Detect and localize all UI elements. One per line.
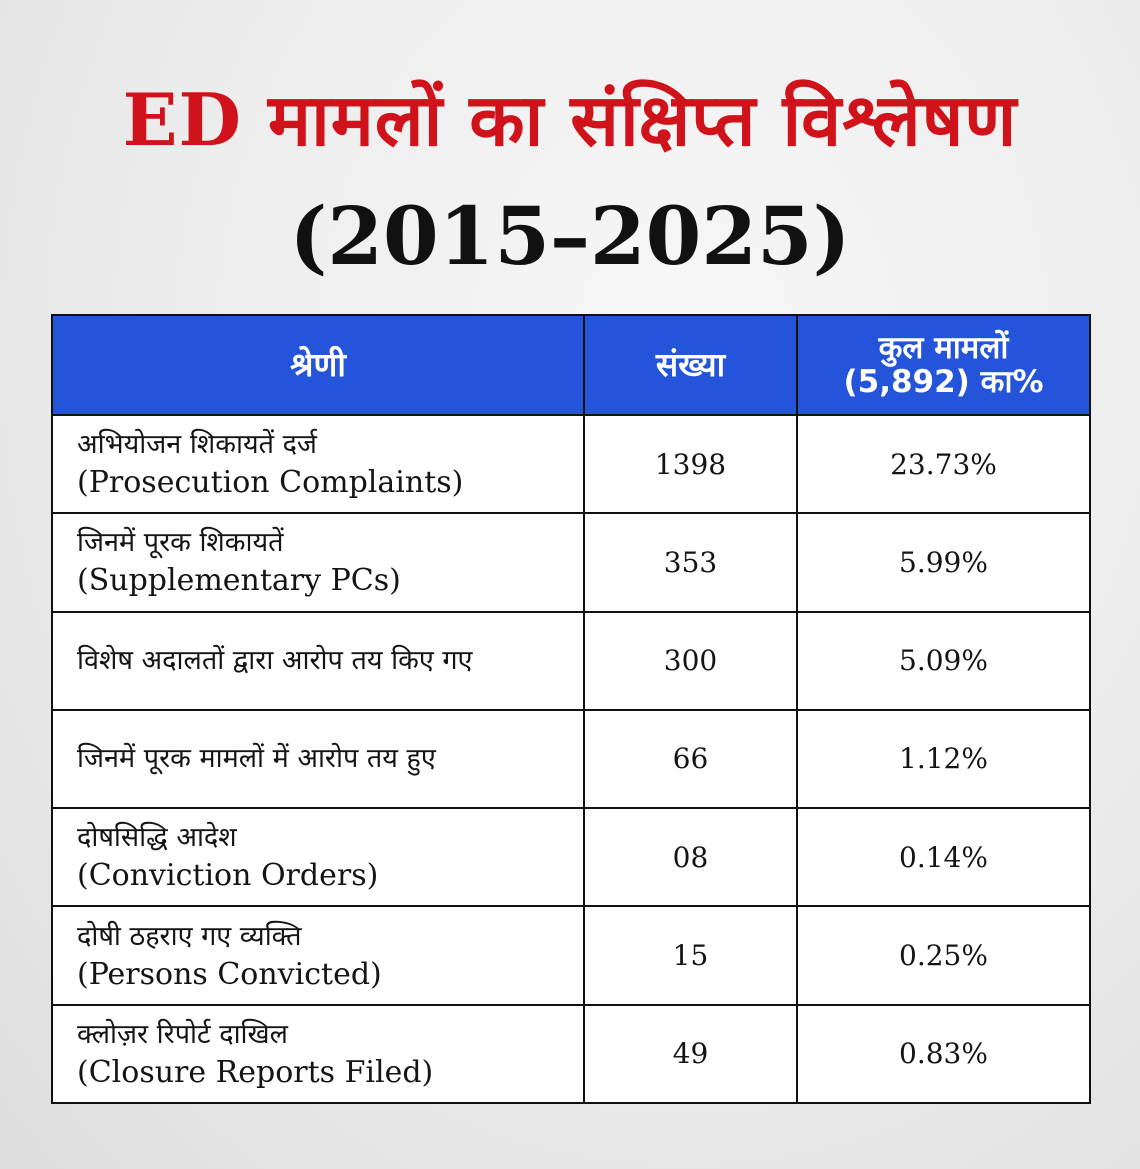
page-subtitle-years: (2015–2025) xyxy=(289,189,851,283)
table-row: जिनमें पूरक शिकायतें (Supplementary PCs)… xyxy=(51,512,1091,613)
column-header-category: श्रेणी xyxy=(51,314,585,416)
percent-cell: 5.99% xyxy=(796,512,1091,613)
category-english: (Supplementary PCs) xyxy=(77,563,401,599)
category-english: (Prosecution Complaints) xyxy=(77,465,464,501)
column-header-percent: कुल मामलों (5,892) का% xyxy=(796,314,1091,416)
column-header-count: संख्या xyxy=(583,314,798,416)
category-cell: जिनमें पूरक मामलों में आरोप तय हुए xyxy=(51,708,585,810)
percent-cell: 1.12% xyxy=(796,708,1091,810)
category-cell: अभियोजन शिकायतें दर्ज (Prosecution Compl… xyxy=(51,413,585,515)
category-cell: दोषसिद्धि आदेश (Conviction Orders) xyxy=(51,807,585,908)
table-header: श्रेणी संख्या कुल मामलों (5,892) का% xyxy=(51,314,1091,416)
count-cell: 49 xyxy=(583,1003,798,1105)
page-title: ED मामलों का संक्षिप्त विश्लेषण xyxy=(122,77,1018,162)
category-hindi: विशेष अदालतों द्वारा आरोप तय किए गए xyxy=(77,644,473,676)
category-cell: विशेष अदालतों द्वारा आरोप तय किए गए xyxy=(51,610,585,711)
category-hindi: क्लोज़र रिपोर्ट दाखिल xyxy=(77,1018,288,1050)
count-cell: 66 xyxy=(583,708,798,810)
category-english: (Persons Convicted) xyxy=(77,956,382,992)
ed-cases-table: श्रेणी संख्या कुल मामलों (5,892) का% अभि… xyxy=(51,314,1091,1105)
count-cell: 15 xyxy=(583,905,798,1006)
count-cell: 353 xyxy=(583,512,798,613)
category-hindi: अभियोजन शिकायतें दर्ज xyxy=(77,429,317,461)
table-row: क्लोज़र रिपोर्ट दाखिल (Closure Reports F… xyxy=(51,1003,1091,1105)
category-english: (Closure Reports Filed) xyxy=(77,1054,434,1090)
category-cell: दोषी ठहराए गए व्यक्ति (Persons Convicted… xyxy=(51,905,585,1006)
column-header-percent-line1: कुल मामलों xyxy=(878,330,1009,366)
percent-cell: 0.14% xyxy=(796,807,1091,908)
category-english: (Conviction Orders) xyxy=(77,858,379,894)
column-header-percent-line2: (5,892) का% xyxy=(843,364,1044,400)
table-row: दोषसिद्धि आदेश (Conviction Orders) 08 0.… xyxy=(51,807,1091,908)
category-cell: क्लोज़र रिपोर्ट दाखिल (Closure Reports F… xyxy=(51,1003,585,1105)
category-hindi: दोषी ठहराए गए व्यक्ति xyxy=(77,920,302,952)
percent-cell: 5.09% xyxy=(796,610,1091,711)
percent-cell: 0.83% xyxy=(796,1003,1091,1105)
table-row: दोषी ठहराए गए व्यक्ति (Persons Convicted… xyxy=(51,905,1091,1006)
table-body: अभियोजन शिकायतें दर्ज (Prosecution Compl… xyxy=(51,413,1091,1105)
percent-cell: 0.25% xyxy=(796,905,1091,1006)
table-row: विशेष अदालतों द्वारा आरोप तय किए गए 300 … xyxy=(51,610,1091,711)
count-cell: 1398 xyxy=(583,413,798,515)
table-header-row: श्रेणी संख्या कुल मामलों (5,892) का% xyxy=(51,314,1091,416)
table-row: जिनमें पूरक मामलों में आरोप तय हुए 66 1.… xyxy=(51,708,1091,810)
count-cell: 300 xyxy=(583,610,798,711)
category-hindi: जिनमें पूरक मामलों में आरोप तय हुए xyxy=(77,742,436,774)
table-row: अभियोजन शिकायतें दर्ज (Prosecution Compl… xyxy=(51,413,1091,515)
count-cell: 08 xyxy=(583,807,798,908)
category-hindi: जिनमें पूरक शिकायतें xyxy=(77,527,284,559)
category-hindi: दोषसिद्धि आदेश xyxy=(77,822,237,854)
percent-cell: 23.73% xyxy=(796,413,1091,515)
ed-cases-table-container: श्रेणी संख्या कुल मामलों (5,892) का% अभि… xyxy=(51,314,1091,1105)
category-cell: जिनमें पूरक शिकायतें (Supplementary PCs) xyxy=(51,512,585,613)
